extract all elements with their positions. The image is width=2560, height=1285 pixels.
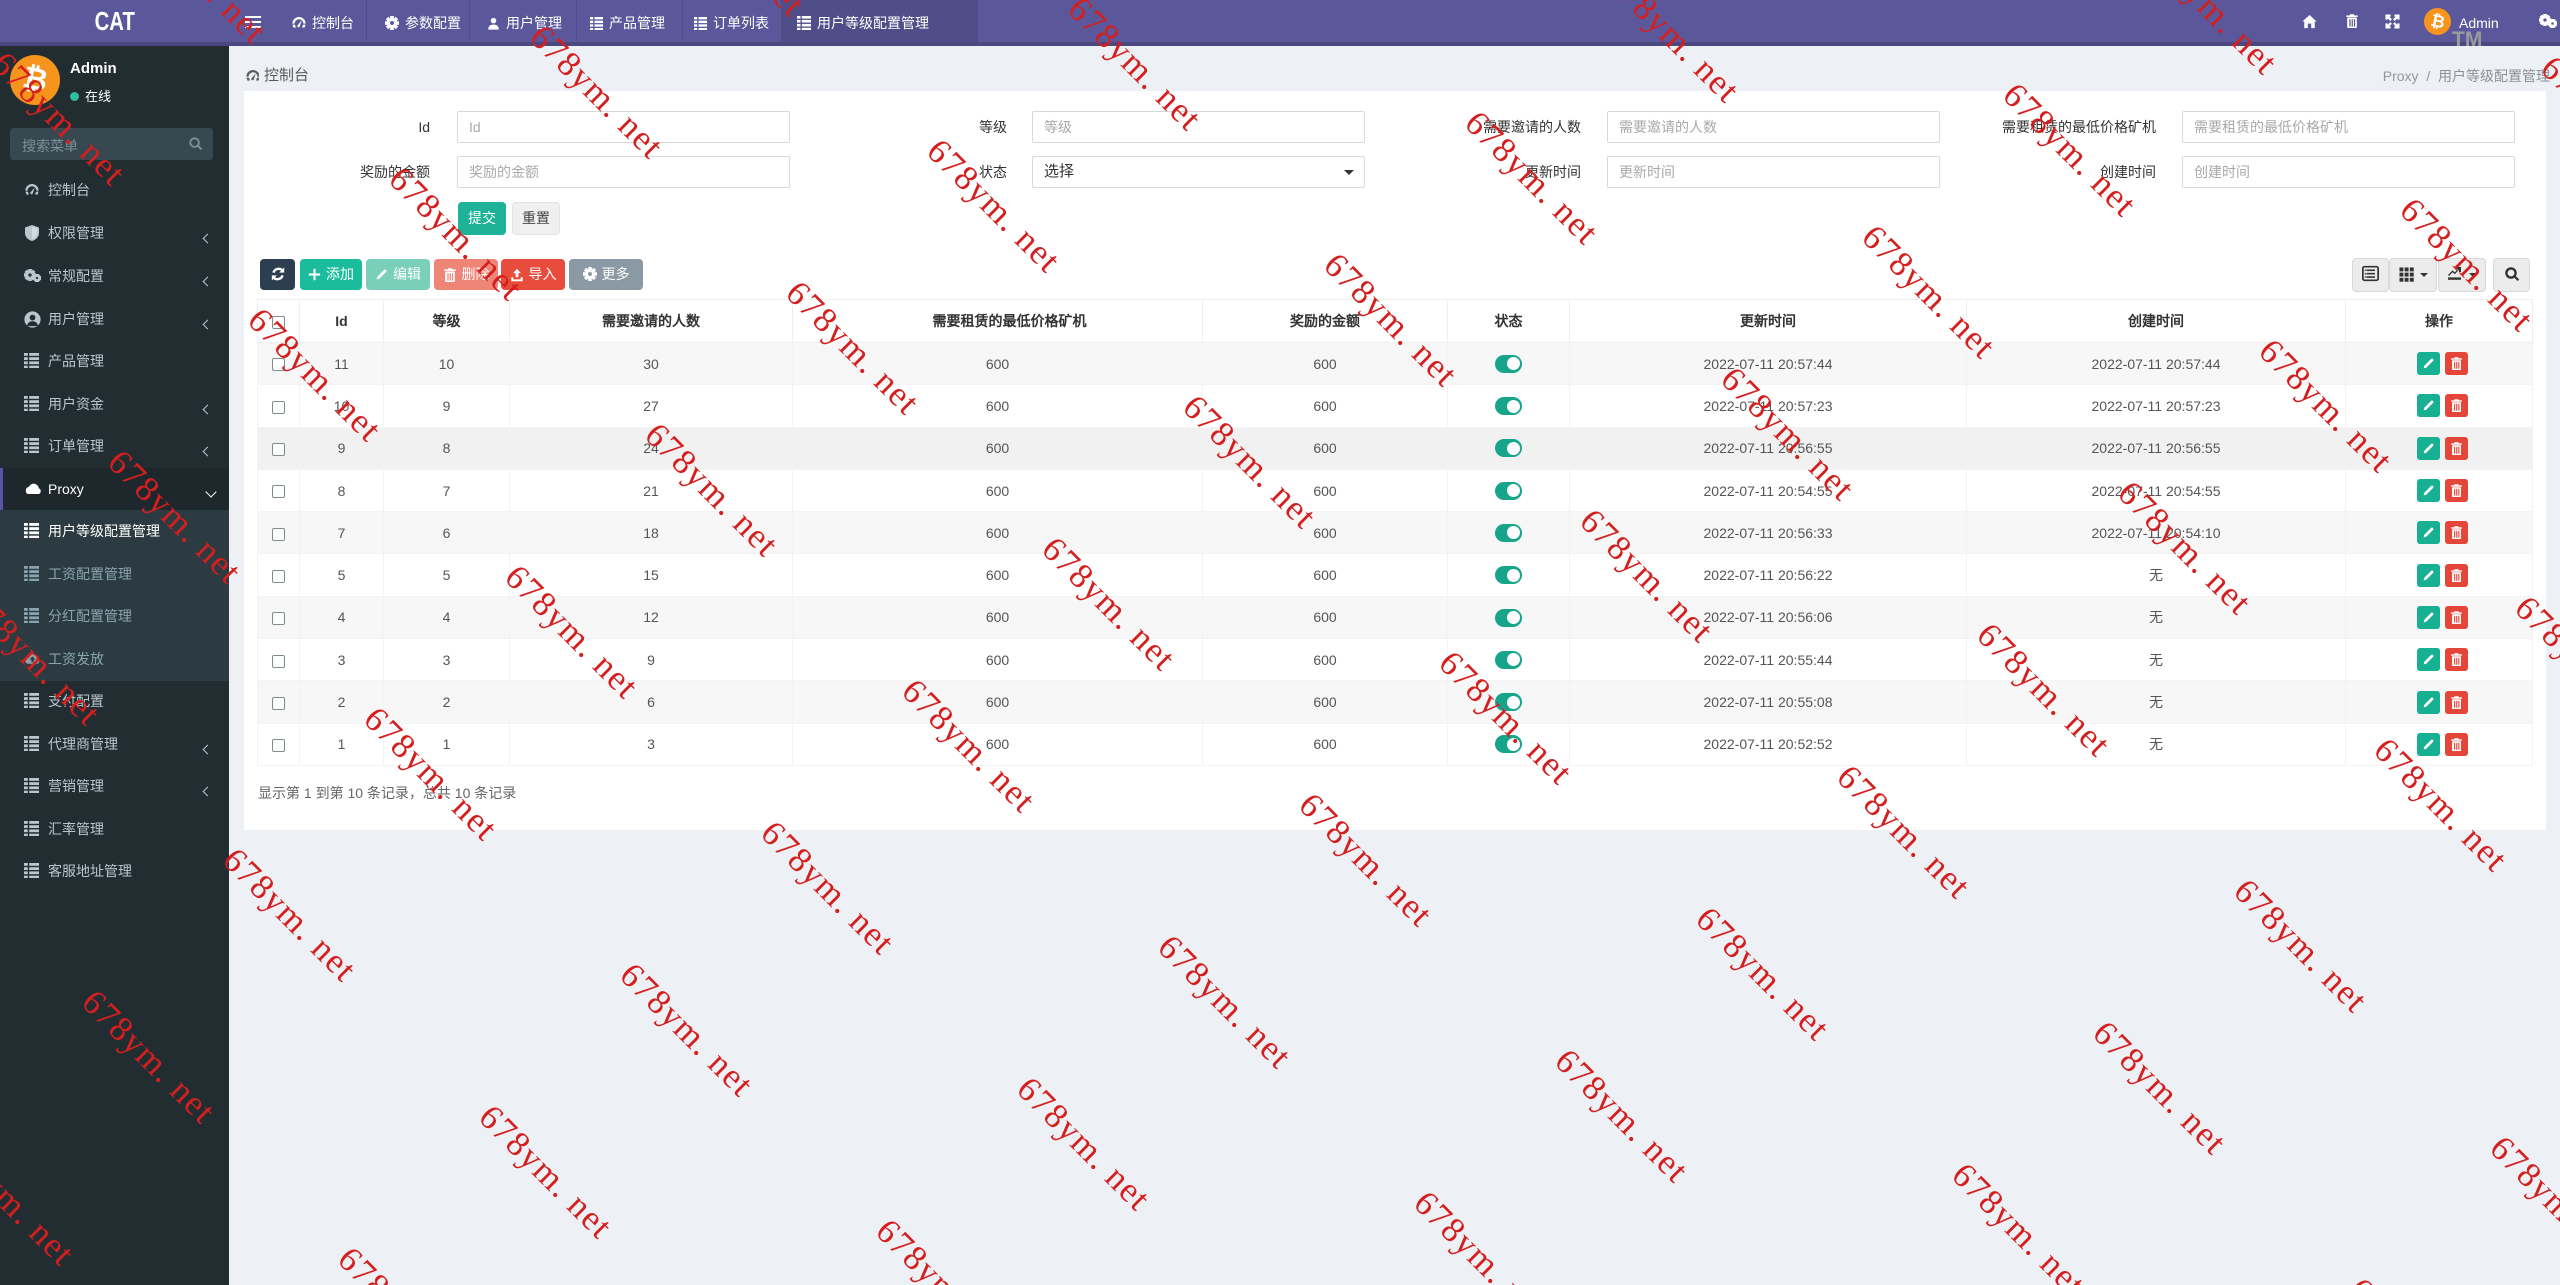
svg-text:678ym. net: 678ym. net xyxy=(1547,1041,1697,1191)
svg-text:678ym. net: 678ym. net xyxy=(471,1097,621,1247)
svg-text:678ym. net: 678ym. net xyxy=(1150,927,1300,1077)
svg-text:678ym. net: 678ym. net xyxy=(2085,1013,2235,1163)
svg-text:678ym. net: 678ym. net xyxy=(868,1211,1018,1285)
svg-text:678ym. net: 678ym. net xyxy=(753,813,903,963)
svg-text:678ym. net: 678ym. net xyxy=(2341,1270,2491,1285)
svg-text:678ym. net: 678ym. net xyxy=(215,840,365,990)
svg-text:678ym. net: 678ym. net xyxy=(1406,1183,1556,1285)
svg-text:678ym. net: 678ym. net xyxy=(1688,899,1838,1049)
svg-text:678ym. net: 678ym. net xyxy=(1009,1069,1159,1219)
svg-text:678ym. net: 678ym. net xyxy=(612,955,762,1105)
svg-text:678ym. net: 678ym. net xyxy=(2226,871,2376,1021)
svg-text:678ym. net: 678ym. net xyxy=(2482,1128,2560,1278)
svg-text:678ym. net: 678ym. net xyxy=(330,1239,480,1285)
svg-text:678ym. net: 678ym. net xyxy=(1944,1155,2094,1285)
